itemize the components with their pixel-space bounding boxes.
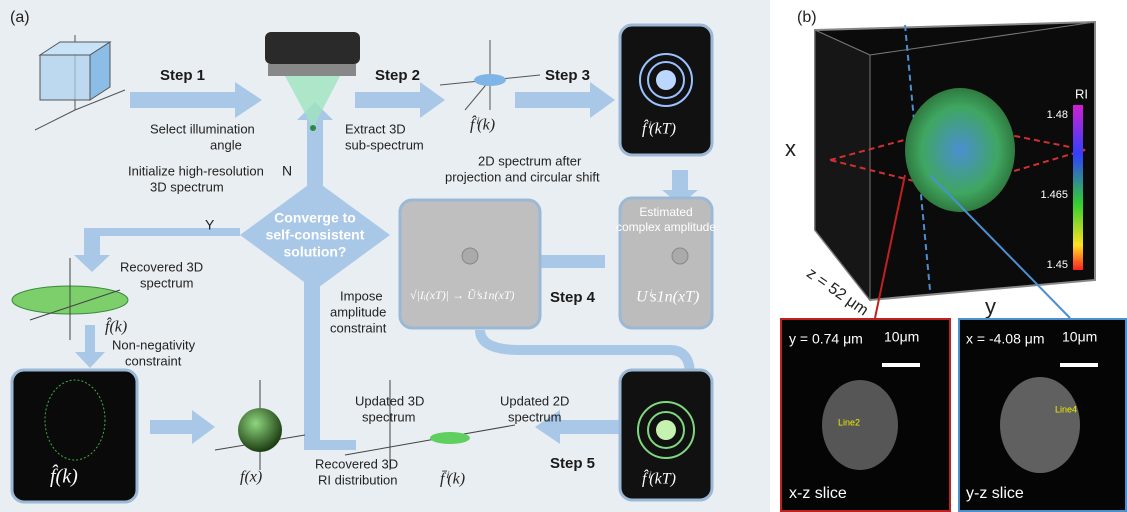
slice-name: y-z slice xyxy=(966,485,1024,502)
colorbar-tick: 1.48 xyxy=(1047,109,1068,121)
annotation: constraint xyxy=(125,353,182,368)
colorbar-tick: 1.465 xyxy=(1040,189,1068,201)
annotation: Updated 2D xyxy=(500,393,569,408)
annotation: Extract 3D xyxy=(345,121,406,136)
annotation: spectrum xyxy=(140,275,193,290)
colorbar xyxy=(1073,105,1083,270)
annotation: angle xyxy=(210,137,242,152)
slice-position: y = 0.74 μm xyxy=(789,331,863,347)
annotation: complex amplitude xyxy=(616,220,716,234)
annotation: 2D spectrum after xyxy=(478,153,582,168)
annotation: projection and circular shift xyxy=(445,169,600,184)
annotation: Impose xyxy=(340,288,383,303)
marker-label: Line4 xyxy=(1055,404,1077,414)
annotation: Initialize high-resolution xyxy=(128,163,264,178)
figure: (a) xyxy=(0,0,1127,512)
symbol: f̂ⁱ(k) xyxy=(470,114,495,133)
slice-name: x-z slice xyxy=(789,485,847,502)
decision-text: solution? xyxy=(284,244,347,260)
symbol: f̄ⁱ(k) xyxy=(440,471,465,488)
scale-bar-label: 10μm xyxy=(1062,329,1097,345)
symbol: f̂ⁱ(kT) xyxy=(642,118,676,137)
axis-label: y xyxy=(985,294,996,319)
panel-label: (b) xyxy=(797,9,817,26)
scale-bar-label: 10μm xyxy=(884,329,919,345)
symbol: f̂ⁱ(kT) xyxy=(642,468,676,487)
step: Step 5 xyxy=(550,455,595,472)
symbol: f̂(k) xyxy=(50,463,78,487)
annotation: Non-negativity xyxy=(112,337,196,352)
decision-text: Converge to xyxy=(274,210,356,226)
annotation: Updated 3D xyxy=(355,393,424,408)
symbol: √|Iᵢ(xT)| → Ũⁱs1n(xT) xyxy=(410,288,515,302)
annotation: Select illumination xyxy=(150,121,255,136)
annotation: spectrum xyxy=(362,409,415,424)
step: Step 3 xyxy=(545,67,590,84)
annotation: constraint xyxy=(330,320,387,335)
colorbar-title: RI xyxy=(1075,86,1088,101)
colorbar-tick: 1.45 xyxy=(1047,259,1068,271)
annotation: Recovered 3D xyxy=(120,259,203,274)
annotation: sub-spectrum xyxy=(345,137,424,152)
annotation: amplitude xyxy=(330,304,386,319)
step: Step 2 xyxy=(375,67,420,84)
annotation: RI distribution xyxy=(318,472,397,487)
annotation: Estimated xyxy=(639,205,692,219)
annotation: Recovered 3D xyxy=(315,456,398,471)
cube-render xyxy=(815,22,1095,318)
no-label: N xyxy=(282,163,292,179)
symbol: Uⁱs1n(xT) xyxy=(636,289,699,306)
slice-position: x = -4.08 μm xyxy=(966,331,1044,347)
symbol: f(x) xyxy=(240,469,262,486)
marker-label: Line2 xyxy=(838,417,860,427)
step: Step 4 xyxy=(550,289,596,306)
annotation: 3D spectrum xyxy=(150,179,224,194)
slice-panel xyxy=(781,319,1126,511)
yes-label: Y xyxy=(205,217,215,233)
panel-label: (a) xyxy=(10,9,30,26)
annotation: spectrum xyxy=(508,409,561,424)
step: Step 1 xyxy=(160,67,205,84)
decision-text: self-consistent xyxy=(266,227,365,243)
axis-label: x xyxy=(785,136,796,161)
symbol: f̂(k) xyxy=(105,316,127,335)
